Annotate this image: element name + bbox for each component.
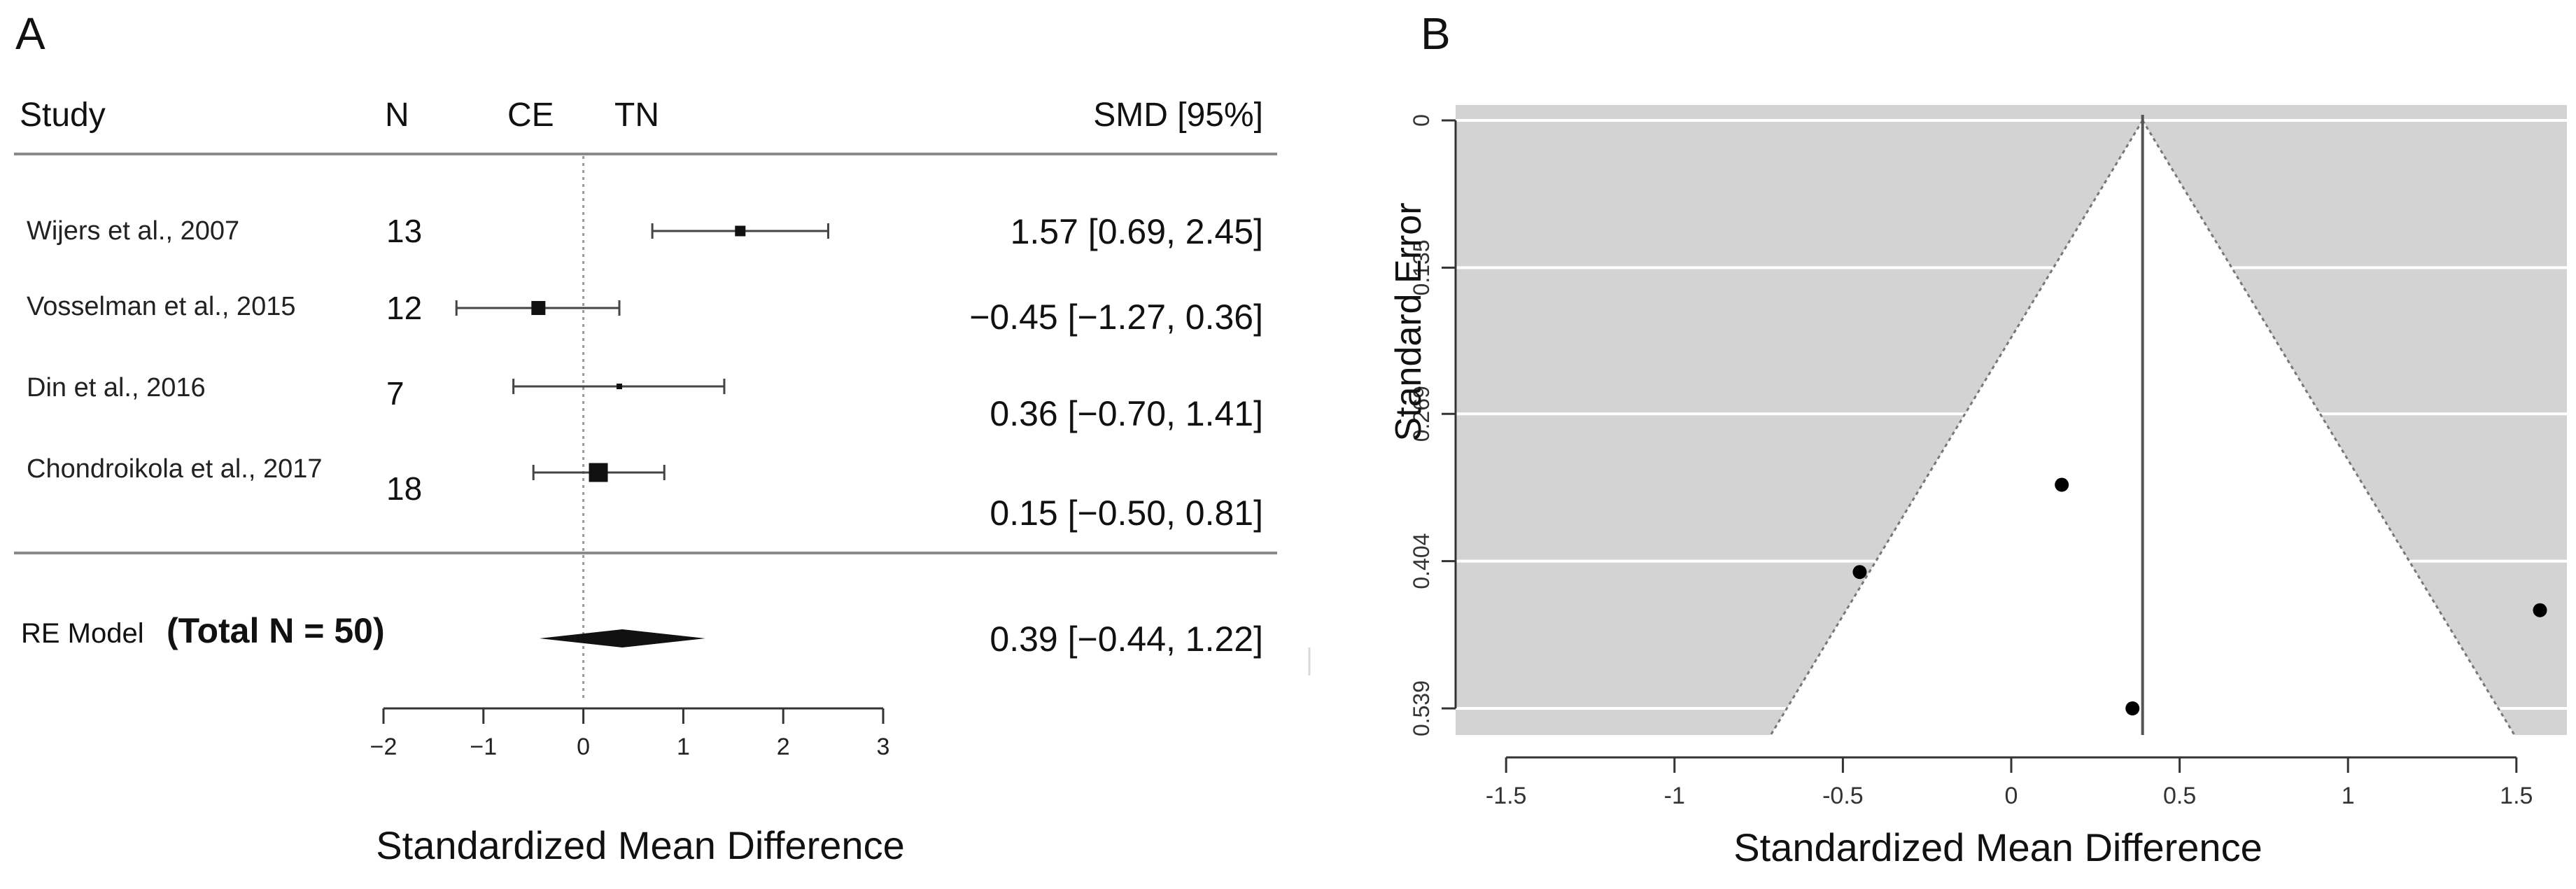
forest-tick-label-0: −2: [370, 734, 397, 760]
summary-smd-label: 0.39 [−0.44, 1.22]: [990, 620, 1263, 659]
study-name-0: Wijers et al., 2007: [27, 216, 239, 246]
funnel-x-tick-label-3: 0: [2005, 783, 2018, 809]
summary-label: RE Model: [21, 618, 144, 649]
funnel-plot-panel: B 0 0.135 0.269 0.404 0.539 -1.5 -1 -0.5 0 0.5 1 1.…: [1388, 8, 2567, 869]
forest-x-axis-title: Standardized Mean Difference: [376, 823, 904, 867]
funnel-x-tick-label-4: 0.5: [2163, 783, 2196, 809]
funnel-y-tick-label-2: 0.269: [1409, 386, 1434, 442]
funnel-plot: 0 0.135 0.269 0.404 0.539 -1.5 -1 -0.5 0 0.5 1 1.5: [1409, 105, 2567, 809]
effect-marker-0: [735, 225, 746, 237]
study-n-1: 12: [386, 290, 422, 326]
study-n-0: 13: [386, 213, 422, 249]
funnel-y-tick-label-1: 0.135: [1409, 239, 1434, 295]
header-tn: TN: [614, 97, 659, 134]
effect-marker-2: [617, 384, 623, 389]
forest-tick-label-1: −1: [470, 734, 497, 760]
funnel-y-tick-label-3: 0.404: [1409, 533, 1434, 589]
study-name-2: Din et al., 2016: [27, 373, 206, 402]
smd-label-0: 1.57 [0.69, 2.45]: [1011, 212, 1263, 251]
header-n: N: [385, 97, 409, 134]
funnel-y-tick-label-0: 0: [1409, 114, 1434, 127]
header-ce: CE: [507, 97, 554, 134]
study-n-3: 18: [386, 470, 422, 507]
funnel-point-1: [1852, 565, 1867, 580]
funnel-y-tick-label-4: 0.539: [1409, 680, 1434, 736]
study-n-2: 7: [386, 375, 404, 412]
funnel-point-2: [2055, 477, 2069, 492]
funnel-point-3: [2125, 701, 2140, 715]
panel-a-label: A: [15, 8, 45, 59]
effect-marker-3: [589, 463, 608, 482]
forest-x-axis: −2 −1 0 1 2 3: [370, 707, 890, 760]
study-name-1: Vosselman et al., 2015: [27, 292, 295, 321]
funnel-x-tick-label-0: -1.5: [1486, 783, 1527, 809]
forest-rows: Wijers et al., 2007 13 1.57 [0.69, 2.45] Vo…: [27, 156, 1263, 700]
funnel-point-0: [2533, 603, 2547, 617]
forest-tick-label-2: 0: [577, 734, 590, 760]
summary-diamond: [539, 629, 705, 648]
smd-label-1: −0.45 [−1.27, 0.36]: [969, 298, 1263, 337]
forest-tick-label-5: 3: [877, 734, 890, 760]
header-smd: SMD [95%]: [1093, 97, 1263, 134]
forest-plot-panel: A Study N CE TN SMD [95%] Wijers et al.,…: [14, 8, 1311, 867]
funnel-x-tick-label-1: -1: [1664, 783, 1685, 809]
funnel-x-axis-title: Standardized Mean Difference: [1733, 825, 2262, 869]
summary-total: (Total N = 50): [167, 611, 385, 650]
funnel-x-tick-label-6: 1.5: [2500, 783, 2533, 809]
header-study: Study: [20, 97, 106, 134]
funnel-right-boundary: [2141, 120, 2516, 736]
smd-label-3: 0.15 [−0.50, 0.81]: [990, 493, 1263, 533]
funnel-left-boundary: [1770, 120, 2144, 736]
smd-label-2: 0.36 [−0.70, 1.41]: [990, 394, 1263, 433]
forest-tick-label-3: 1: [677, 734, 690, 760]
effect-marker-1: [531, 301, 546, 315]
forest-tick-label-4: 2: [777, 734, 790, 760]
funnel-x-tick-label-5: 1: [2342, 783, 2355, 809]
panel-b-label: B: [1421, 8, 1451, 59]
study-name-3: Chondroikola et al., 2017: [27, 454, 323, 484]
funnel-x-tick-label-2: -0.5: [1822, 783, 1864, 809]
funnel-y-axis-title: Standard Error: [1388, 202, 1429, 441]
